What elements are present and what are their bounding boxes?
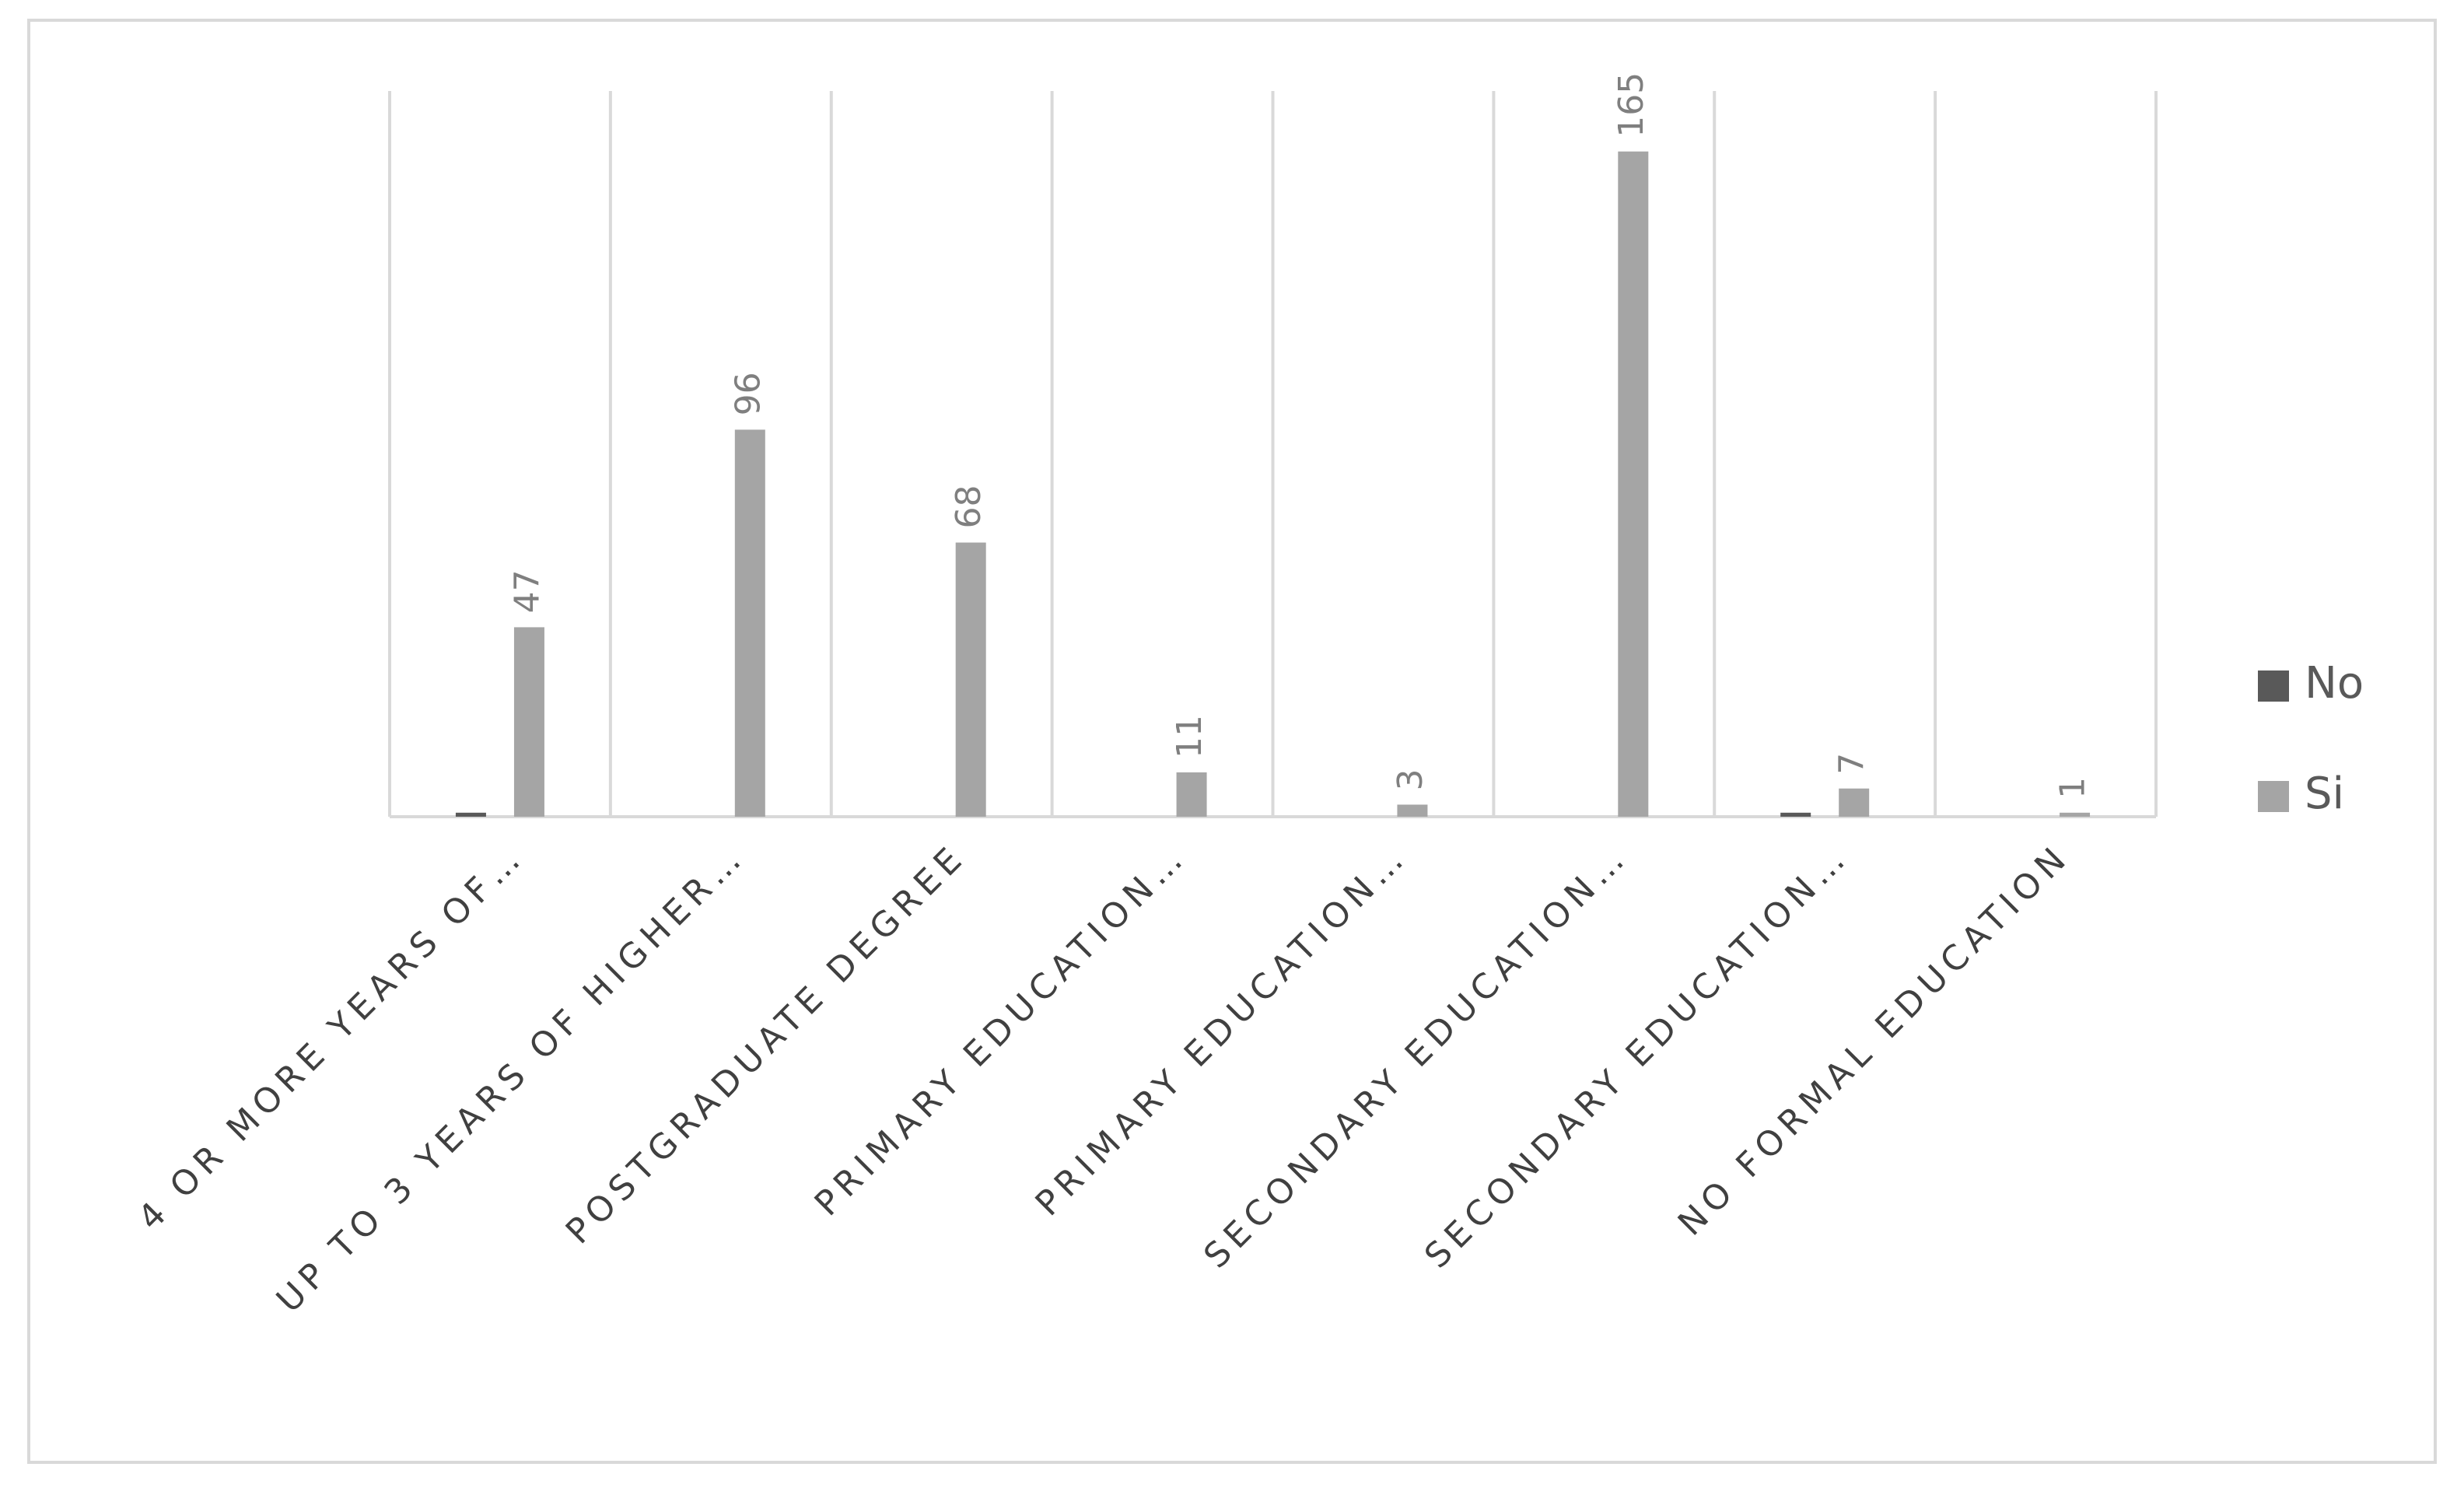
data-label: 1 [2053,777,2093,799]
bar [1618,151,1649,817]
bar [1176,772,1207,817]
legend-swatch [2258,670,2289,702]
bar [1839,788,1870,817]
legend-label: Si [2305,769,2344,819]
bar [455,812,486,817]
bar [955,542,986,817]
data-label: 47 [507,569,547,613]
bar [513,627,544,817]
bar [1780,812,1811,817]
data-label: 96 [728,372,768,415]
data-label: 11 [1170,715,1209,758]
bar [2060,812,2091,817]
data-label: 7 [1832,753,1872,775]
chart-border [27,19,2437,1464]
bar [1397,804,1428,817]
legend-swatch [2258,781,2289,812]
bar [734,429,765,817]
data-label: 165 [1612,72,1651,138]
data-label: 3 [1391,769,1430,790]
legend-label: No [2305,658,2364,709]
data-label: 68 [949,485,989,529]
